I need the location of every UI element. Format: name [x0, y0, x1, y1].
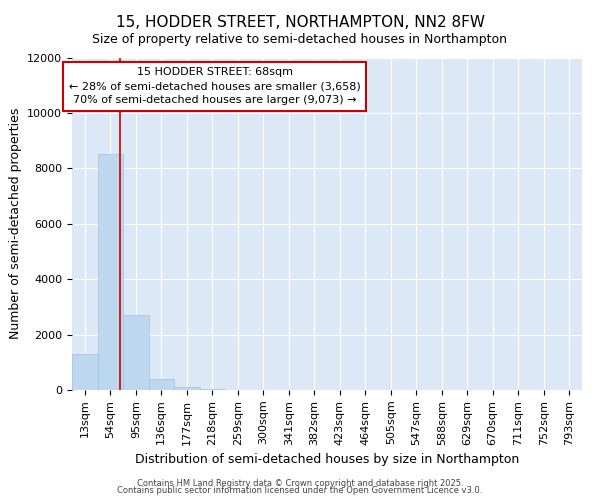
Bar [174, 387, 199, 390]
Y-axis label: Number of semi-detached properties: Number of semi-detached properties [8, 108, 22, 340]
Text: Size of property relative to semi-detached houses in Northampton: Size of property relative to semi-detach… [92, 32, 508, 46]
Bar [97, 154, 123, 390]
Bar [72, 354, 97, 390]
Bar [199, 388, 225, 390]
Text: 15 HODDER STREET: 68sqm
← 28% of semi-detached houses are smaller (3,658)
70% of: 15 HODDER STREET: 68sqm ← 28% of semi-de… [69, 68, 361, 106]
Bar [149, 379, 174, 390]
Text: Contains HM Land Registry data © Crown copyright and database right 2025.: Contains HM Land Registry data © Crown c… [137, 478, 463, 488]
Bar [123, 315, 149, 390]
X-axis label: Distribution of semi-detached houses by size in Northampton: Distribution of semi-detached houses by … [135, 453, 519, 466]
Text: Contains public sector information licensed under the Open Government Licence v3: Contains public sector information licen… [118, 486, 482, 495]
Text: 15, HODDER STREET, NORTHAMPTON, NN2 8FW: 15, HODDER STREET, NORTHAMPTON, NN2 8FW [115, 15, 485, 30]
